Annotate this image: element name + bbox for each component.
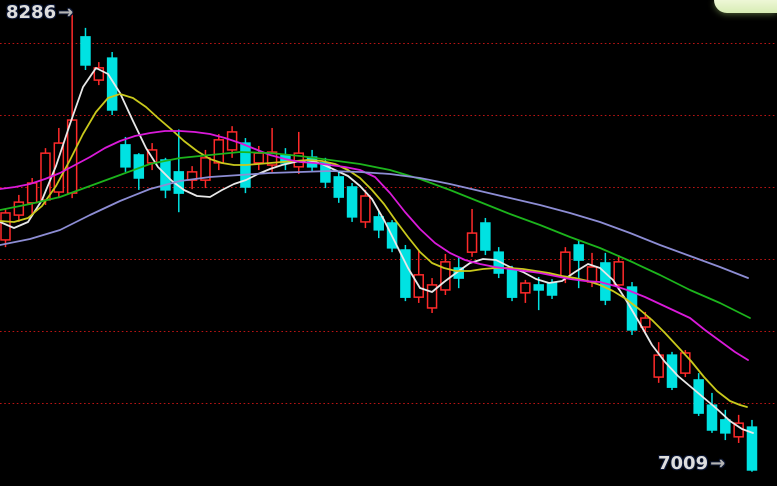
right-arrow-icon: → — [58, 2, 74, 23]
high-price-marker: 8286 → — [6, 4, 73, 22]
high-price-value: 8286 — [6, 2, 57, 23]
ma-line-ma20 — [0, 130, 749, 361]
ma-line-ma60 — [0, 170, 749, 279]
low-price-value: 7009 — [658, 453, 709, 474]
ma-line-ma5 — [0, 67, 754, 434]
ma-line-ma30 — [0, 151, 751, 319]
low-price-marker: 7009 → — [658, 455, 725, 473]
ma-line-ma10 — [0, 93, 748, 408]
right-arrow-icon: → — [710, 453, 726, 474]
overlay-panel-corner[interactable] — [714, 0, 777, 13]
